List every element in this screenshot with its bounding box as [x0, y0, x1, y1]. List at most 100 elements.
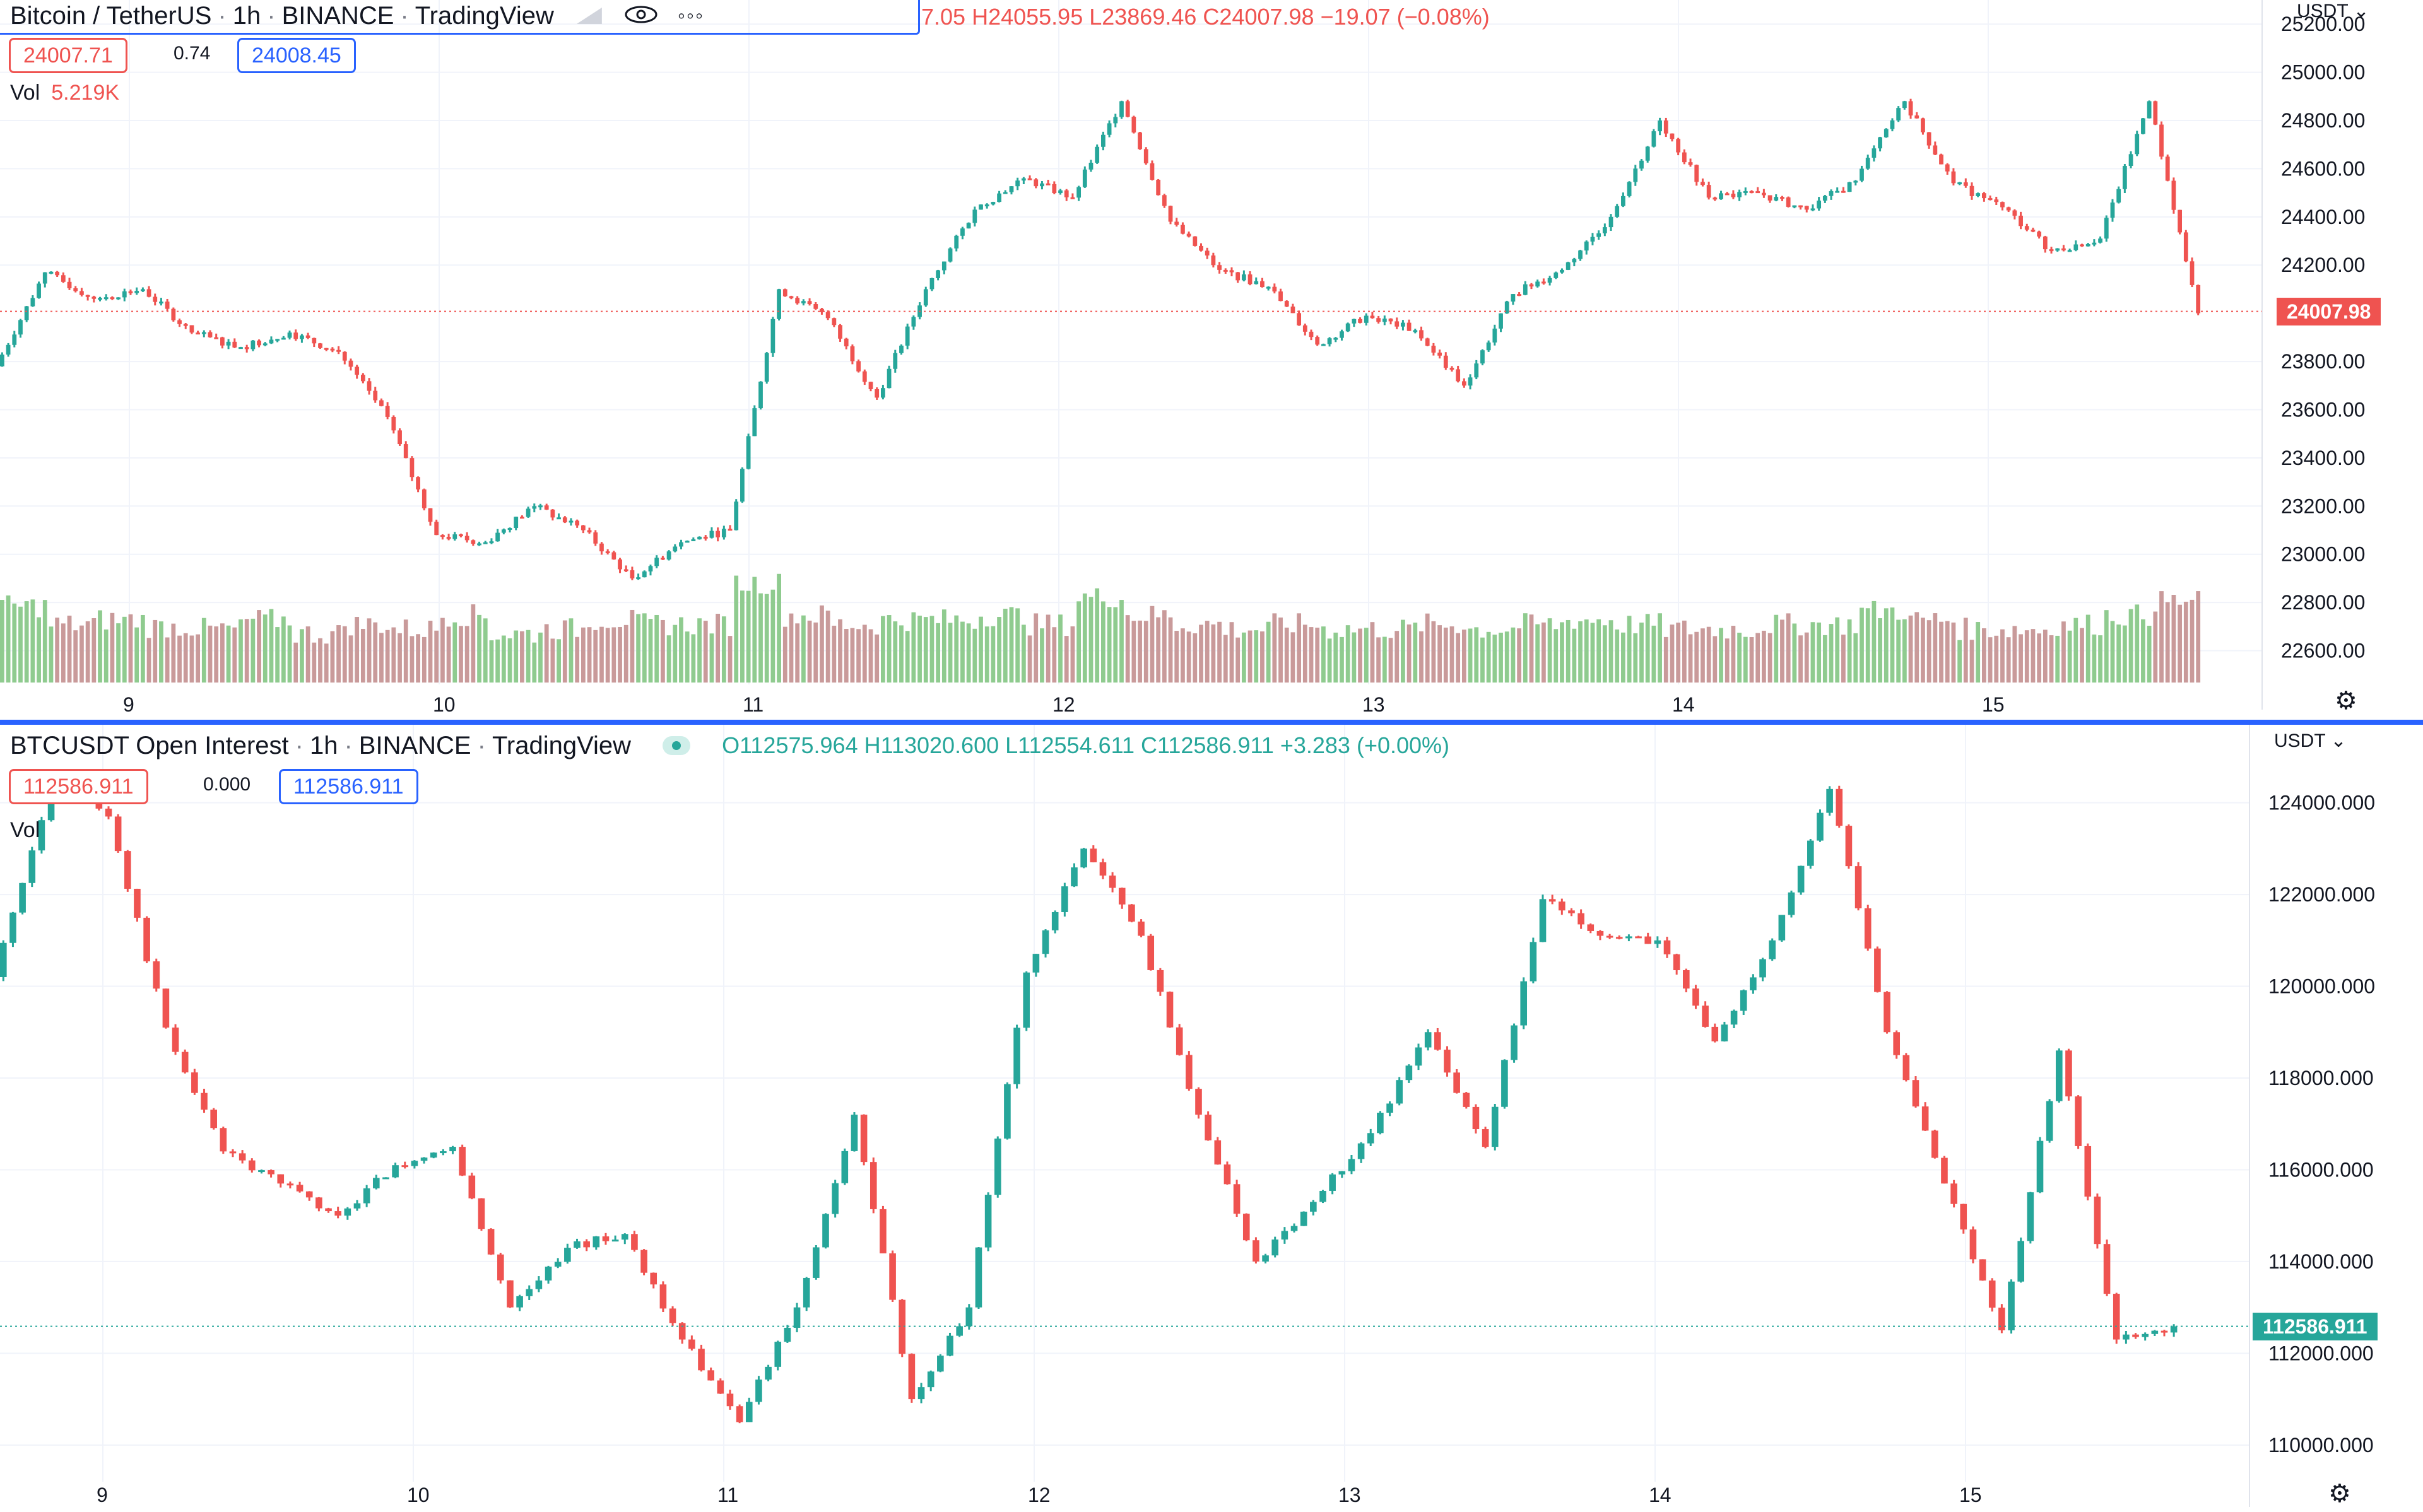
volume-bar [153, 619, 158, 683]
candle-body [1253, 1240, 1259, 1262]
candle-body [889, 1253, 896, 1300]
candle-body [1755, 191, 1760, 194]
volume-bar [734, 575, 739, 683]
candle-body [2037, 231, 2042, 237]
candle-body [784, 1327, 791, 1342]
candle-body [1321, 344, 1326, 346]
candle-body [685, 541, 690, 543]
candle-body [2027, 1192, 2034, 1241]
volume-bar [648, 619, 653, 683]
gear-icon[interactable]: ⚙ [2328, 1480, 2351, 1508]
candle-body [2159, 124, 2164, 157]
candle-body [67, 281, 72, 289]
candle-body [495, 532, 500, 542]
candle-body [1702, 1005, 1709, 1027]
volume-bar [281, 616, 286, 683]
candle-body [1388, 319, 1393, 322]
volume-bar [342, 626, 347, 683]
volume-bar [2196, 591, 2201, 683]
more-icon[interactable]: ◦◦◦ [677, 3, 705, 28]
candle-body [538, 505, 543, 508]
volume-bar [1131, 621, 1136, 683]
candle-body [2116, 189, 2121, 203]
ask-price-box[interactable]: 112586.911 [279, 769, 418, 804]
candle-body [2061, 248, 2066, 250]
candle-body [1071, 867, 1078, 887]
candle-body [1211, 255, 1216, 266]
candle-body [124, 851, 131, 889]
gear-icon[interactable]: ⚙ [2335, 687, 2357, 715]
volume-bar [177, 635, 182, 683]
candle-body [1463, 1093, 1470, 1107]
volume-bar [1994, 635, 1999, 683]
candle-body [917, 1387, 925, 1400]
candle-body [745, 1402, 753, 1422]
bid-price-box[interactable]: 112586.911 [9, 769, 148, 804]
symbol-title[interactable]: Bitcoin / TetherUS [10, 1, 212, 30]
candle-body [631, 1234, 638, 1250]
ask-price-box[interactable]: 24008.45 [237, 38, 356, 73]
open-interest-chart[interactable]: 110000.000 112000.000 114000.000 116000.000… [0, 725, 2423, 1512]
price-chart[interactable]: 22600.00 22800.00 23000.00 23200.00 23400.00… [0, 0, 2423, 720]
volume-bar [336, 625, 341, 683]
volume-bar [1921, 618, 1925, 683]
candle-body [621, 1234, 628, 1240]
volume-bar [24, 601, 29, 683]
candle-body [1492, 328, 1497, 343]
candle-body [392, 1165, 399, 1178]
volume-bar [42, 600, 47, 683]
candle-body [562, 517, 567, 523]
candle-body [1040, 183, 1044, 187]
interval-label[interactable]: 1h [232, 1, 261, 30]
candle-body [1315, 337, 1320, 345]
open-interest-pane[interactable]: 110000.000 112000.000 114000.000 116000.000… [0, 725, 2423, 1512]
candle-body [856, 361, 861, 372]
candle-body [1376, 318, 1381, 322]
candle-body [1587, 924, 1595, 931]
interval-label[interactable]: 1h [309, 731, 338, 759]
price-legend[interactable]: Bitcoin / TetherUS · 1h · BINANCE · Trad… [10, 0, 704, 32]
candle-body [61, 275, 66, 282]
price-pane[interactable]: 22600.00 22800.00 23000.00 23200.00 23400.00… [0, 0, 2423, 720]
volume-bar [813, 622, 818, 683]
hide-icon[interactable] [576, 8, 602, 24]
candle-body [363, 1188, 370, 1204]
pane-divider[interactable] [0, 720, 2423, 725]
candle-body [2178, 209, 2183, 233]
candle-body [1762, 192, 1766, 196]
candle-body [258, 1170, 265, 1173]
candle-body [2080, 244, 2084, 247]
candle-body [838, 325, 842, 339]
candle-body [1413, 330, 1418, 332]
candle-body [300, 335, 304, 339]
candle-body [526, 508, 531, 517]
candle-body [642, 571, 647, 578]
candle-body [257, 340, 261, 346]
candle-body [2073, 244, 2078, 250]
candle-body [1737, 192, 1742, 197]
eye-icon[interactable] [625, 2, 657, 30]
candle-body [1893, 1032, 1901, 1055]
volume-bar [262, 614, 268, 683]
x-tick-label: 11 [717, 1484, 738, 1506]
candle-body [153, 296, 158, 302]
candle-body [1615, 206, 1620, 217]
bid-price-box[interactable]: 24007.71 [9, 38, 127, 73]
oi-legend[interactable]: BTCUSDT Open Interest · 1h · BINANCE · T… [10, 730, 1449, 761]
candle-body [1817, 812, 1824, 841]
currency-unit[interactable]: USDT ⌄ [2274, 730, 2347, 751]
volume-bar [1327, 638, 1332, 683]
y-tick-label: 23400.00 [2281, 447, 2365, 469]
candle-body [287, 332, 292, 338]
symbol-title[interactable]: BTCUSDT Open Interest [10, 731, 289, 759]
currency-unit[interactable]: USDT ⌄ [2297, 1, 2369, 21]
volume-bar [1633, 633, 1638, 683]
volume-bar [1847, 619, 1852, 683]
candle-body [1792, 205, 1797, 208]
volume-bar [1309, 627, 1314, 683]
volume-bar [403, 619, 408, 683]
candle-body [807, 301, 812, 305]
volume-bar [1125, 615, 1130, 683]
volume-bar [1602, 625, 1607, 683]
volume-bar [2006, 637, 2011, 683]
